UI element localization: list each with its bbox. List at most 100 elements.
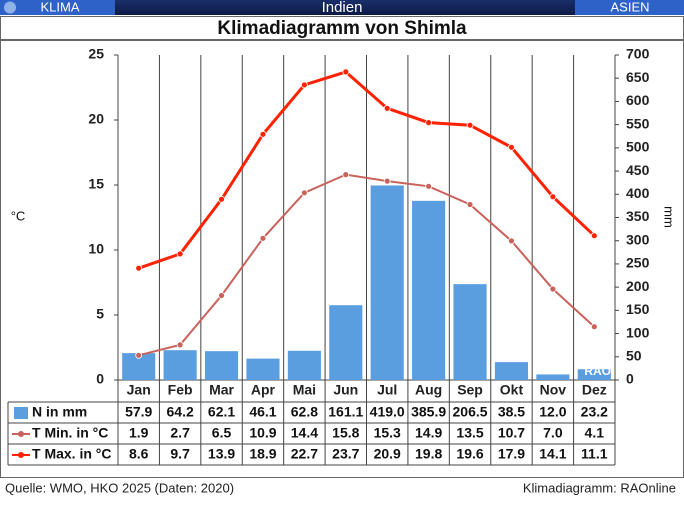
x-tick-label: Jan bbox=[127, 382, 151, 398]
y2-tick-label: 700 bbox=[626, 46, 650, 62]
line bbox=[138, 70, 596, 270]
point bbox=[135, 351, 143, 359]
x-tick-label: Mai bbox=[293, 382, 316, 398]
point bbox=[300, 189, 308, 197]
table-cell: 11.1 bbox=[581, 446, 608, 462]
bar bbox=[412, 200, 446, 380]
table-cell: 7.0 bbox=[543, 425, 563, 441]
bar bbox=[204, 351, 239, 380]
bar bbox=[370, 185, 404, 380]
x-tick-label: Jul bbox=[377, 382, 397, 398]
bar bbox=[287, 350, 321, 380]
point bbox=[549, 193, 557, 201]
point bbox=[590, 323, 598, 331]
table-cell: 19.8 bbox=[415, 446, 442, 462]
y2-tick-label: 350 bbox=[626, 208, 650, 224]
table-cell: 57.9 bbox=[125, 404, 152, 420]
x-tick-label: Okt bbox=[500, 382, 524, 398]
table-cell: 15.3 bbox=[374, 425, 401, 441]
legend-label: N in mm bbox=[32, 404, 87, 420]
x-tick-label: Dez bbox=[582, 382, 607, 398]
table-cell: 46.1 bbox=[249, 404, 276, 420]
point bbox=[508, 143, 515, 151]
y2-axis-label: mm bbox=[662, 206, 677, 228]
table-cell: 419.0 bbox=[370, 404, 405, 420]
table-cell: 4.1 bbox=[585, 425, 605, 441]
chart-title: Klimadiagramm von Shimla bbox=[217, 18, 467, 39]
y-tick-label: 0 bbox=[96, 371, 104, 387]
table-cell: 10.9 bbox=[249, 425, 276, 441]
table-cell: 161.1 bbox=[328, 404, 363, 420]
table-cell: 13.5 bbox=[456, 425, 483, 441]
top-band bbox=[0, 0, 684, 15]
table-cell: 62.1 bbox=[208, 404, 235, 420]
table-cell: 15.8 bbox=[332, 425, 359, 441]
point bbox=[425, 182, 433, 190]
table-cell: 385.9 bbox=[411, 404, 446, 420]
point bbox=[300, 81, 308, 89]
y2-tick-label: 550 bbox=[626, 115, 650, 131]
bar bbox=[494, 362, 529, 380]
y2-tick-label: 300 bbox=[626, 231, 650, 247]
y2-tick-label: 50 bbox=[626, 347, 642, 363]
point bbox=[466, 121, 474, 129]
header-left: KLIMA bbox=[40, 0, 79, 14]
legend-label: T Min. in °C bbox=[32, 425, 108, 441]
y2-tick-label: 100 bbox=[626, 324, 650, 340]
table-cell: 6.5 bbox=[212, 425, 232, 441]
table-cell: 14.1 bbox=[539, 446, 566, 462]
bar bbox=[577, 369, 611, 380]
bar bbox=[246, 358, 280, 380]
x-tick-label: Sep bbox=[457, 382, 483, 398]
x-tick-label: Mar bbox=[209, 382, 234, 398]
x-tick-label: Apr bbox=[251, 382, 276, 398]
table-cell: 206.5 bbox=[453, 404, 488, 420]
y2-tick-label: 650 bbox=[626, 69, 650, 85]
x-tick-label: Feb bbox=[168, 382, 193, 398]
table-cell: 1.9 bbox=[129, 425, 149, 441]
table-cell: 23.7 bbox=[332, 446, 359, 462]
table-cell: 9.7 bbox=[170, 446, 190, 462]
point bbox=[549, 285, 557, 293]
table-cell: 2.7 bbox=[170, 425, 190, 441]
table-cell: 10.7 bbox=[498, 425, 525, 441]
bar bbox=[329, 305, 363, 380]
table-cell: 14.4 bbox=[291, 425, 318, 441]
y2-tick-label: 600 bbox=[626, 92, 650, 108]
point bbox=[218, 292, 225, 299]
table-cell: 62.8 bbox=[291, 404, 318, 420]
table-cell: 19.6 bbox=[456, 446, 483, 462]
point bbox=[590, 232, 598, 240]
legend-dot bbox=[18, 431, 24, 437]
y-tick-label: 5 bbox=[96, 306, 104, 322]
table-cell: 8.6 bbox=[129, 446, 149, 462]
table-cell: 22.7 bbox=[291, 446, 318, 462]
point bbox=[466, 201, 474, 208]
point bbox=[425, 119, 433, 126]
table-cell: 23.2 bbox=[581, 404, 608, 420]
point bbox=[259, 130, 267, 138]
y2-tick-label: 200 bbox=[626, 278, 650, 294]
y2-tick-label: 0 bbox=[626, 371, 634, 387]
point bbox=[176, 250, 184, 258]
klima-tab[interactable] bbox=[0, 0, 115, 15]
table-cell: 18.9 bbox=[249, 446, 276, 462]
table-cell: 14.9 bbox=[415, 425, 442, 441]
y2-tick-label: 450 bbox=[626, 162, 650, 178]
point bbox=[383, 177, 391, 185]
bar bbox=[453, 284, 487, 380]
region-tab[interactable] bbox=[575, 0, 684, 15]
y2-tick-label: 400 bbox=[626, 185, 650, 201]
table-cell: 12.0 bbox=[539, 404, 566, 420]
point bbox=[259, 234, 267, 242]
bar bbox=[163, 350, 197, 380]
y2-tick-label: 500 bbox=[626, 139, 650, 155]
credit: Klimadiagramm: RAOnline bbox=[523, 480, 676, 495]
point bbox=[342, 171, 350, 179]
header-right: ASIEN bbox=[610, 0, 649, 14]
point bbox=[383, 104, 391, 112]
table-cell: 64.2 bbox=[167, 404, 194, 420]
y-tick-label: 20 bbox=[88, 111, 104, 127]
y2-tick-label: 150 bbox=[626, 301, 650, 317]
